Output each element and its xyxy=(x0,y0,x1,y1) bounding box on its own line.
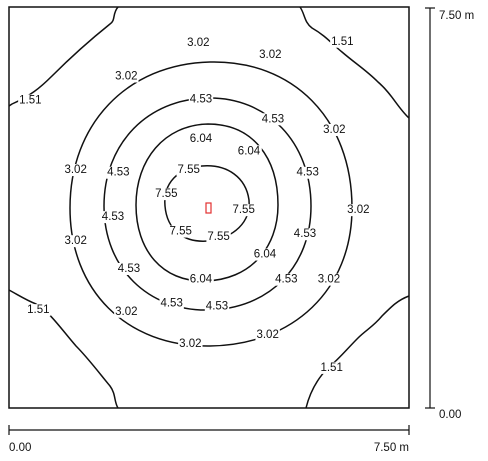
isoline-label-c3: 3.02 xyxy=(318,274,340,286)
isoline-label-background xyxy=(114,70,139,83)
isoline-label-c4: 4.53 xyxy=(118,263,140,275)
isoline-label-background xyxy=(154,188,179,201)
isoline-label-background xyxy=(258,49,283,62)
isoline-label-c4: 4.53 xyxy=(296,167,318,179)
isoline-label-c3: 3.02 xyxy=(179,338,201,350)
isoline-label-c1: 1.51 xyxy=(320,362,342,374)
isoline-label-background xyxy=(274,273,299,286)
isoline-label-background xyxy=(330,35,355,48)
isoline-label-c1: 1.51 xyxy=(27,304,49,316)
isoline-label-c3: 3.02 xyxy=(187,37,209,49)
isoline-1-51-top-left xyxy=(8,6,119,107)
isoline-label-c7: 7.55 xyxy=(155,188,177,200)
y-dimension-axis xyxy=(425,7,435,409)
isoline-label-background xyxy=(295,166,320,179)
isoline-1-51-top-right xyxy=(299,6,410,119)
isoline-label-background xyxy=(63,235,88,248)
isoline-label-c4: 4.53 xyxy=(294,228,316,240)
isoline-label-c3: 3.02 xyxy=(64,164,86,176)
isoline-label-background xyxy=(252,248,278,261)
isoline-label-background xyxy=(18,94,43,107)
isoline-label-c1: 1.51 xyxy=(19,95,41,107)
isoline-label-background xyxy=(100,211,126,224)
isoline-label-background xyxy=(63,164,88,177)
light-source-marker xyxy=(205,202,212,214)
isoline-label-background xyxy=(116,262,142,275)
isoline-label-background xyxy=(316,273,342,286)
isoline-label-background xyxy=(260,113,286,126)
isoline-label-c3: 3.02 xyxy=(259,49,281,61)
isoline-label-background xyxy=(204,300,230,313)
isoline-label-c7: 7.55 xyxy=(232,204,254,216)
isoline-label-c3: 3.02 xyxy=(115,71,137,83)
isoline-label-background xyxy=(26,304,51,317)
isoline-label-c3: 3.02 xyxy=(347,204,369,216)
isoline-label-c6: 6.04 xyxy=(254,249,277,261)
isoline-label-c6: 6.04 xyxy=(190,133,213,145)
isoline-label-c3: 3.02 xyxy=(115,306,137,318)
isoline-label-c3: 3.02 xyxy=(256,329,278,341)
y-axis-bottom-label: 0.00 xyxy=(439,409,461,421)
isoline-label-background xyxy=(159,297,184,310)
isoline-label-c4: 4.53 xyxy=(160,298,182,310)
isoline-label-background xyxy=(322,123,347,136)
isoline-label-c3: 3.02 xyxy=(323,124,345,136)
isoline-label-background xyxy=(178,337,203,350)
isoline-label-background xyxy=(346,204,371,217)
isoline-label-background xyxy=(206,230,231,243)
x-axis-end-label: 7.50 m xyxy=(374,442,409,454)
room-boundary xyxy=(8,6,410,409)
isoline-label-background xyxy=(188,93,214,106)
isoline-label-c4: 4.53 xyxy=(262,113,284,125)
x-dimension-axis xyxy=(8,425,410,435)
isoline-1-51-bottom-left xyxy=(8,289,119,409)
isoline-label-background xyxy=(236,145,262,158)
isoline-label-c4: 4.53 xyxy=(275,274,297,286)
y-axis-top-label: 7.50 m xyxy=(439,10,474,22)
isoline-label-background xyxy=(114,305,139,318)
isoline-label-c4: 4.53 xyxy=(107,167,129,179)
x-axis-start-label: 0.00 xyxy=(9,442,31,454)
isoline-label-background xyxy=(168,225,193,238)
isoline-label-background xyxy=(319,361,344,374)
isoline-label-c7: 7.55 xyxy=(178,164,200,176)
isoline-1-51-bottom-right xyxy=(305,295,410,409)
isoline-label-c7: 7.55 xyxy=(207,231,229,243)
isoline-label-background xyxy=(255,328,280,341)
isoline-label-c6: 6.04 xyxy=(190,274,213,286)
isoline-label-background xyxy=(292,228,318,241)
isoline-label-background xyxy=(106,166,131,179)
isoline-label-background xyxy=(188,133,214,146)
isoline-label-c6: 6.04 xyxy=(238,145,261,157)
isoline-label-background xyxy=(231,204,256,217)
isoline-label-c7: 7.55 xyxy=(170,226,192,238)
isoline-label-c4: 4.53 xyxy=(206,300,228,312)
isoline-label-c4: 4.53 xyxy=(102,211,124,223)
isoline-labels: 7.557.557.557.55 7.556.046.046.046.044.53… xyxy=(18,35,371,374)
isoline-label-background xyxy=(186,36,211,49)
isoline-label-c1: 1.51 xyxy=(331,36,353,48)
isoline-label-background xyxy=(176,164,201,177)
isoline-label-c4: 4.53 xyxy=(190,93,212,105)
isoline-label-background xyxy=(188,273,214,286)
isoline-label-c3: 3.02 xyxy=(64,235,86,247)
